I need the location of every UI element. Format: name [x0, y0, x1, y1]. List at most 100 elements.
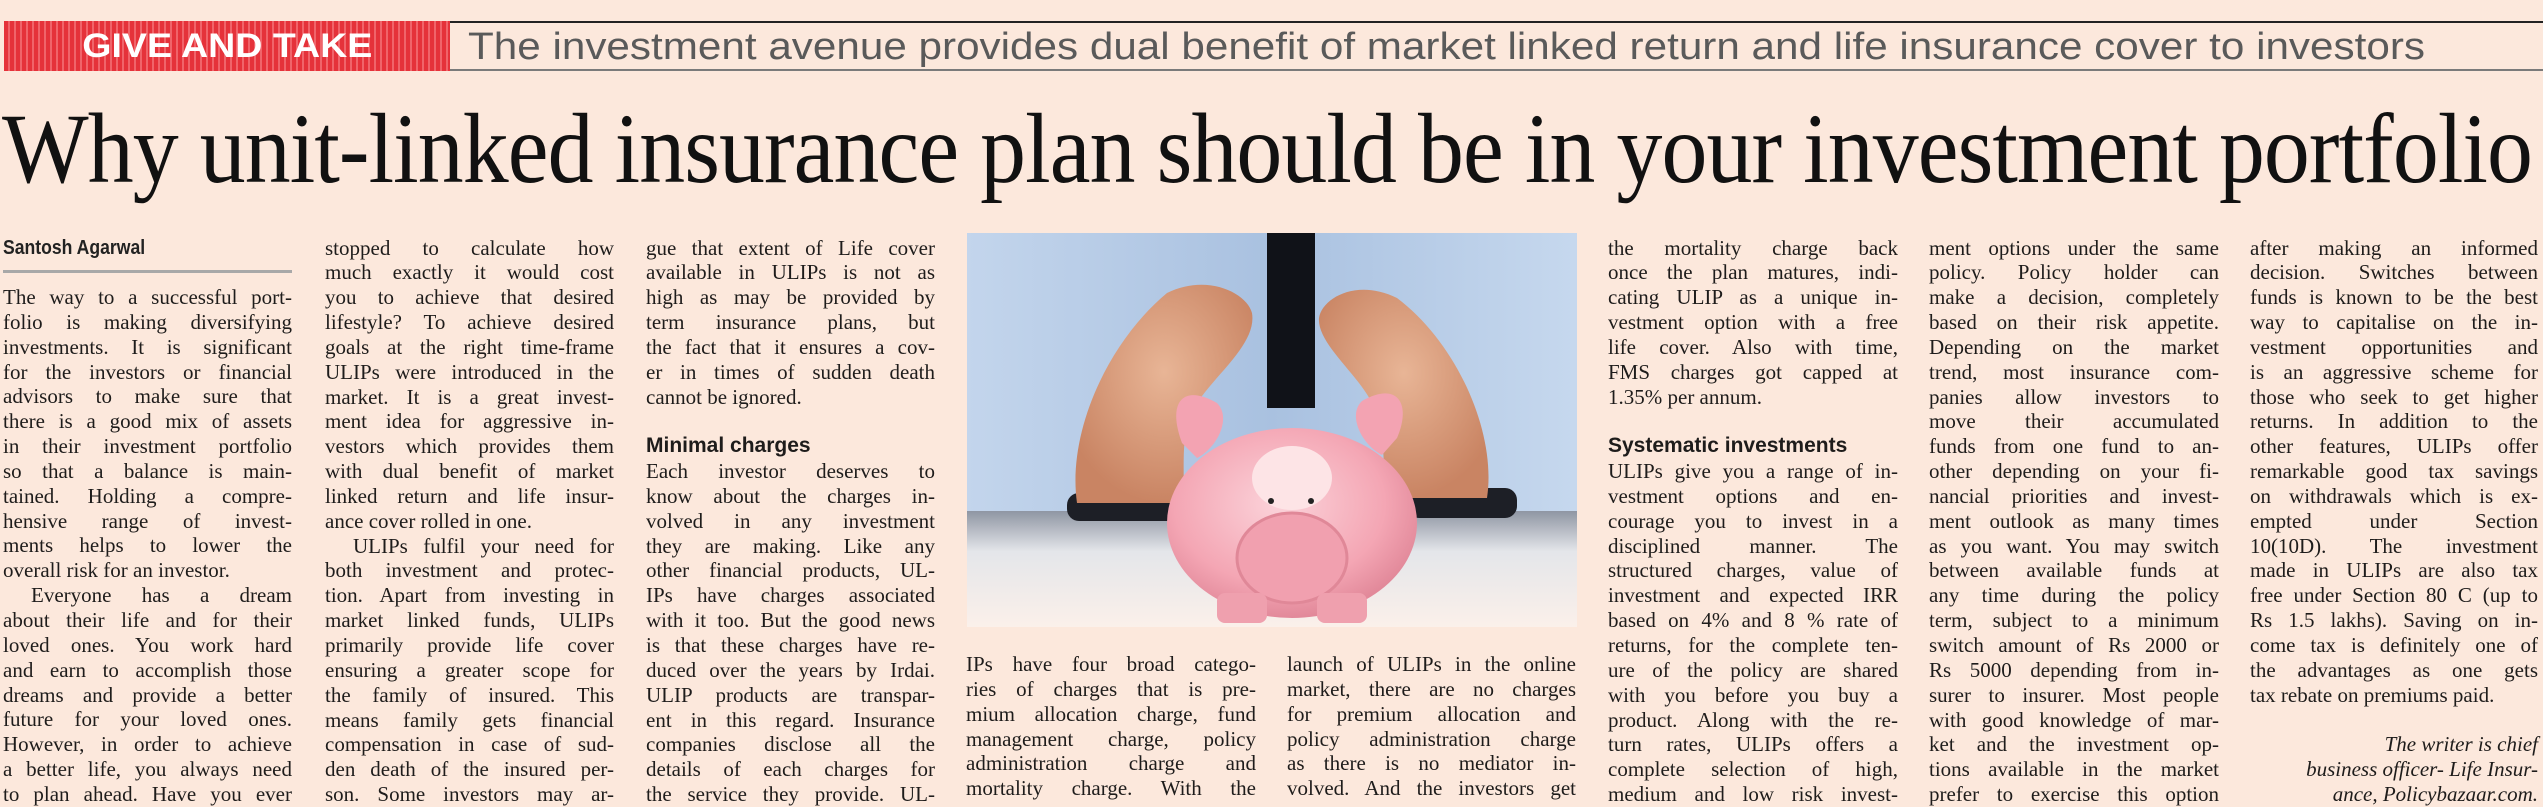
text-line: is an aggressive scheme for	[2250, 359, 2538, 384]
text-line: ries of charges that is pre-	[966, 676, 1256, 701]
text-line: free under Section 80 C (up to	[2250, 583, 2538, 608]
text-line: overall risk for an investor.	[3, 558, 230, 583]
text-line: ance cover rolled in one.	[325, 508, 532, 533]
text-line: surer to insurer. Most people	[1929, 682, 2219, 707]
text-line: high as may be provided by	[646, 285, 935, 310]
text-line: administration charge and	[966, 751, 1256, 776]
text-line: market, there are no charges	[1287, 676, 1576, 701]
text-line: remarkable good tax savings	[2250, 459, 2538, 484]
text-line: complete selection of high,	[1608, 757, 1898, 782]
text-line: tion. Apart from investing in	[325, 583, 614, 608]
text-line: once the plan matures, indi-	[1608, 260, 1898, 285]
article-column-6: ment options under the same policy. Polic…	[1929, 236, 2219, 807]
text-line: life cover. Also with time,	[1608, 334, 1898, 359]
text-line: duced over the years by Irdai.	[646, 657, 935, 682]
text-line: launch of ULIPs in the online	[1287, 652, 1576, 676]
text-line: in their investment portfolio	[3, 434, 292, 459]
text-line: means family gets financial	[325, 707, 614, 732]
text-line: cating ULIP as a unique in-	[1608, 285, 1898, 310]
author-rule	[3, 270, 292, 273]
text-line: structured charges, value of	[1608, 558, 1898, 583]
text-line: vestment option with a free	[1608, 310, 1898, 335]
text-line: dreams and provide a better	[3, 682, 292, 707]
article-column-5: the mortality charge back once the plan m…	[1608, 236, 1898, 807]
text-line: volved in any investment	[646, 508, 935, 533]
text-line: other financial products, UL-	[646, 558, 935, 583]
text-line: make a decision, completely	[1929, 285, 2219, 310]
text-line: goals at the right time-frame	[325, 334, 614, 359]
text-line: term insurance plans, but	[646, 310, 935, 335]
text-line: IPs have charges associated	[646, 583, 935, 608]
text-line: as there is no mediator in-	[1287, 751, 1576, 776]
text-line: so that a balance is main-	[3, 458, 292, 483]
text-line: made in ULIPs are also tax	[2250, 558, 2538, 583]
text-line: mortality charge. With the	[966, 776, 1256, 801]
text-line: is that these charges have re-	[646, 633, 935, 657]
text-line: Everyone has a dream	[31, 583, 292, 608]
strapline: The investment avenue provides dual bene…	[468, 25, 2425, 69]
text-line: nancial priorities and invest-	[1929, 483, 2219, 508]
author-byline: Santosh Agarwal	[3, 237, 146, 259]
text-line: ments helps to lower the	[3, 533, 292, 558]
text-line: ULIPs were introduced in the	[325, 359, 614, 384]
subheading: Minimal charges	[646, 434, 811, 458]
text-line: advisors to make sure that	[3, 384, 292, 409]
text-line: about their life and for their	[3, 607, 292, 632]
text-line: and earn to accomplish those	[3, 657, 292, 682]
text-line: son. Some investors may ar-	[325, 782, 614, 807]
text-line: move their accumulated	[1929, 409, 2219, 434]
text-line: with good knowledge of mar-	[1929, 707, 2219, 732]
text-line: a better life, you always need	[3, 757, 292, 782]
strapline-bottom-rule	[450, 69, 2543, 71]
text-line: way to capitalise on the in-	[2250, 310, 2538, 335]
text-line: medium and low risk invest-	[1608, 782, 1898, 807]
text-line: both investment and protec-	[325, 558, 614, 583]
text-line: disciplined manner. The	[1608, 533, 1898, 558]
text-line: much exactly it would cost	[325, 260, 614, 285]
text-line: 10(10D). The investment	[2250, 533, 2538, 558]
text-line: based on their risk appetite.	[1929, 310, 2219, 335]
text-line: management charge, policy	[966, 726, 1256, 751]
text-line: details of each charges for	[646, 757, 935, 782]
text-line: lifestyle? To achieve desired	[325, 310, 614, 335]
article-column-2: stopped to calculate how much exactly it …	[325, 236, 614, 807]
section-spacer	[1608, 409, 1898, 434]
text-line: tained. Holding a compre-	[3, 483, 292, 508]
text-line: tax rebate on premiums paid.	[2250, 682, 2495, 707]
text-line: based on 4% and 8 % rate of	[1608, 608, 1898, 633]
text-line: Rs 1.5 lakhs). Saving on in-	[2250, 608, 2538, 633]
text-line: funds is known to be the best	[2250, 285, 2538, 310]
text-line: other features, ULIPs offer	[2250, 434, 2538, 459]
text-line: any time during the policy	[1929, 583, 2219, 608]
text-line: on withdrawals which is ex-	[2250, 483, 2538, 508]
section-spacer	[646, 409, 935, 434]
text-line: hensive range of invest-	[3, 508, 292, 533]
piggy-bank-photo	[967, 233, 1577, 627]
text-line: cannot be ignored.	[646, 384, 802, 409]
writer-note-line: ance, Policybazaar.com.	[2332, 782, 2538, 807]
text-line: you to achieve that desired	[325, 285, 614, 310]
text-line: volved. And the investors get	[1287, 776, 1576, 801]
text-line: ULIPs fulfil your need for	[353, 533, 614, 558]
text-line: companies disclose all the	[646, 732, 935, 757]
text-line: other depending on your fi-	[1929, 459, 2219, 484]
text-line: policy administration charge	[1287, 726, 1576, 751]
text-line: 1.35% per annum.	[1608, 384, 1762, 409]
text-line: folio is making diversifying	[3, 309, 292, 334]
text-line: future for your loved ones.	[3, 707, 292, 732]
text-line: However, in order to achieve	[3, 732, 292, 757]
text-line: the family of insured. This	[325, 682, 614, 707]
text-line: IPs have four broad catego-	[966, 652, 1256, 676]
headline-text: Why unit-linked insurance plan should be…	[2, 93, 2533, 204]
text-line: the mortality charge back	[1608, 235, 1898, 260]
article-column-7: after making an informed decision. Switch…	[2250, 236, 2538, 807]
text-line: vestment opportunities and	[2250, 334, 2538, 359]
text-line: term, subject to a minimum	[1929, 608, 2219, 633]
text-line: policy. Policy holder can	[1929, 260, 2219, 285]
text-line: vestors which provides them	[325, 434, 614, 459]
text-line: the fact that it ensures a cov-	[646, 334, 935, 359]
text-line: ment idea for aggressive in-	[325, 409, 614, 434]
text-line: ensuring a greater scope for	[325, 657, 614, 682]
text-line: Rs 5000 depending from in-	[1929, 657, 2219, 682]
text-line: courage you to invest in a	[1608, 508, 1898, 533]
